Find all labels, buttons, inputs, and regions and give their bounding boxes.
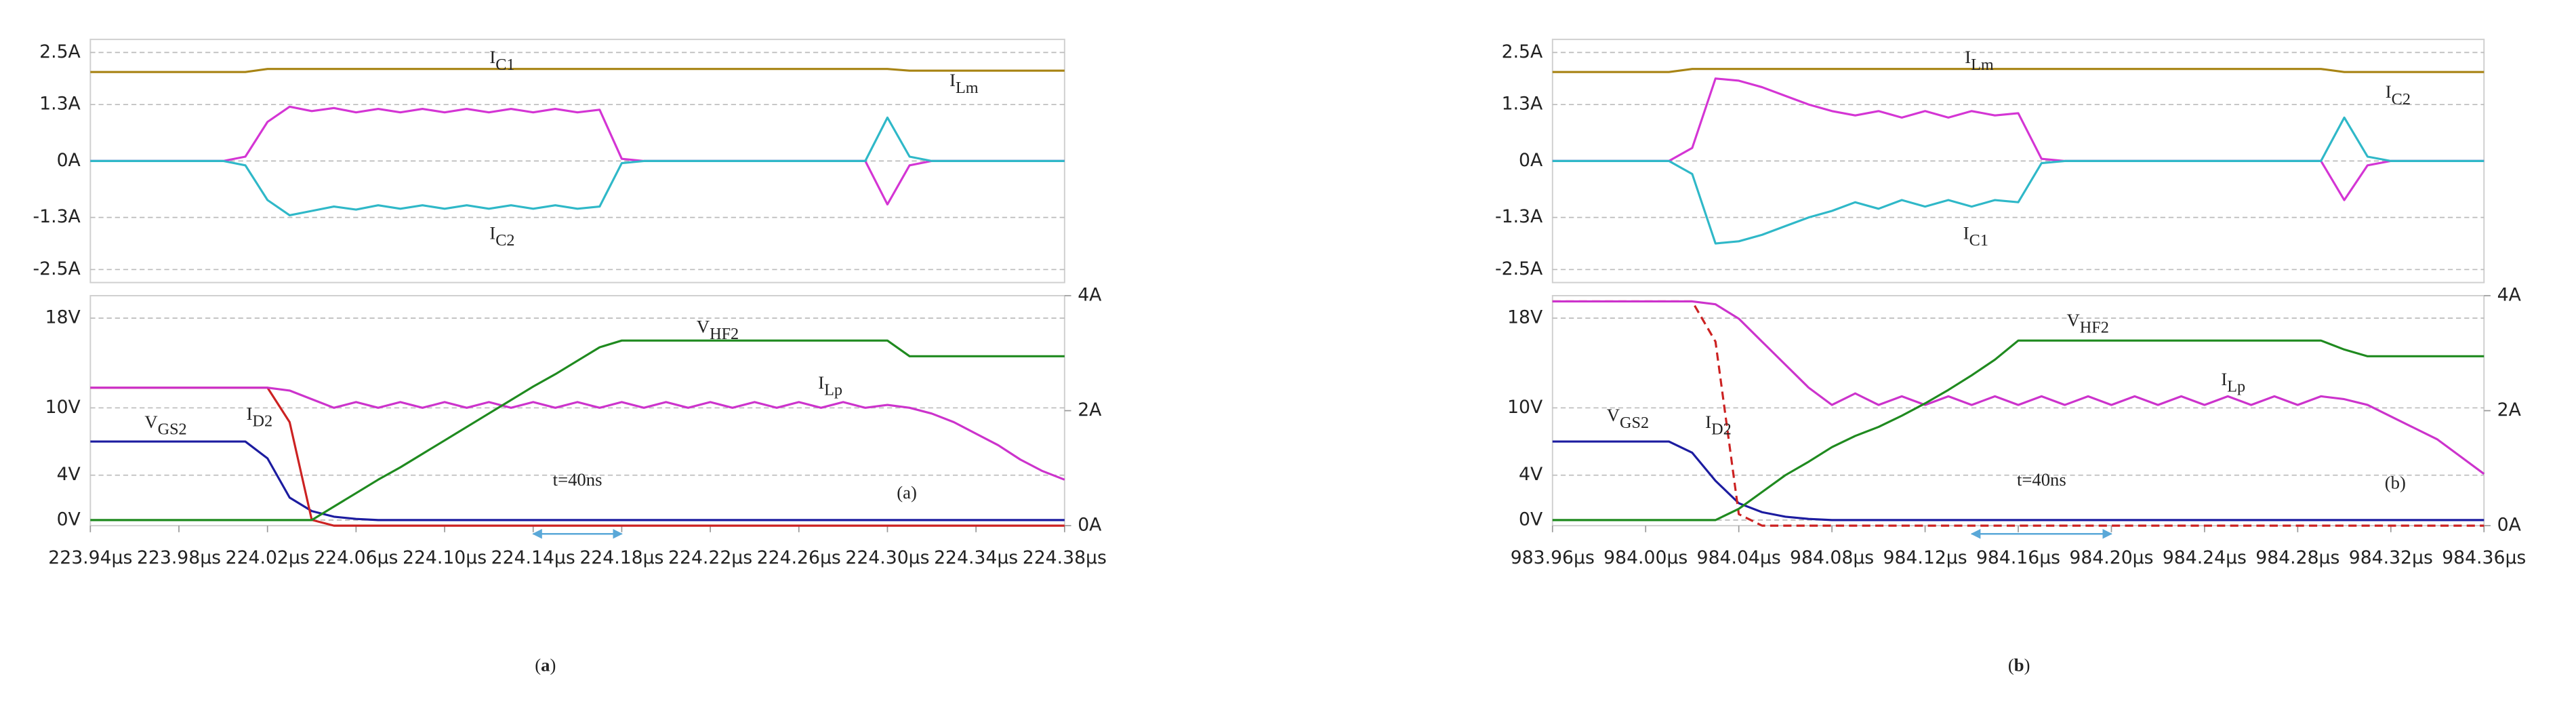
x-tick-label: 984.00µs [1603,547,1688,568]
x-tick-label: 223.98µs [137,547,221,568]
plot-frame [1551,295,2485,527]
x-tick-label: 224.18µs [579,547,663,568]
y-tick-label: 18V [1507,307,1542,328]
series-label: ILp [2221,369,2245,395]
series-line [1552,339,2485,522]
annotation: t=40ns [553,469,602,490]
x-tick-label: 984.20µs [2069,547,2153,568]
series-line [90,105,1065,205]
y-tick-label: 1.3A [39,94,81,115]
series-label: ID2 [247,404,272,430]
figure-caption: (a) [535,655,556,675]
series-line [90,68,1065,73]
series-line [1552,77,2485,201]
x-tick-label: 224.38µs [1023,547,1107,568]
x-tick-label: 223.94µs [48,547,132,568]
series-label: ILm [949,70,979,96]
x-tick-label: 984.16µs [1976,547,2060,568]
annotation: (a) [897,482,917,503]
y-tick-label: 2.5A [1502,41,1543,62]
y-tick-label: 4V [1519,464,1542,485]
x-tick-label: 984.32µs [2349,547,2433,568]
series-label: VGS2 [1607,405,1649,431]
series-line [1552,116,2485,245]
figure-caption: (b) [2008,655,2030,675]
series-label: VHF2 [2067,310,2109,336]
y-tick-label: -1.3A [33,206,81,227]
x-tick-label: 983.96µs [1511,547,1595,568]
x-tick-label: 984.08µs [1790,547,1874,568]
y-tick-label: -2.5A [33,258,81,279]
y-tick-label: 10V [1507,397,1542,418]
series-label: ILm [1965,47,1994,73]
x-tick-label: 224.06µs [314,547,398,568]
annotation: (b) [2385,473,2406,493]
y-tick-label: 2.5A [39,41,81,62]
y2-tick-label: 0A [1078,515,1101,536]
y-tick-label: 18V [45,307,81,328]
series-line [1552,300,2485,475]
x-tick-label: 224.10µs [403,547,487,568]
x-tick-label: 224.22µs [668,547,752,568]
x-tick-label: 224.14µs [491,547,575,568]
x-tick-label: 984.04µs [1697,547,1781,568]
series-line [90,116,1065,216]
series-label: IC1 [489,47,514,73]
series-line [90,387,1065,481]
series-label: IC1 [1963,223,1988,250]
series-line [1552,68,2485,73]
series-label: VHF2 [697,317,739,343]
y-tick-label: 0A [1519,150,1542,171]
series-label: ID2 [1705,412,1731,438]
x-tick-label: 984.36µs [2442,547,2526,568]
x-tick-label: 224.30µs [845,547,929,568]
y-tick-label: 10V [45,397,81,418]
y-tick-label: 0V [57,509,81,530]
y2-tick-label: 2A [2497,399,2521,420]
x-tick-label: 224.34µs [934,547,1018,568]
series-line [1552,300,2485,527]
annotation: t=40ns [2017,469,2066,490]
y2-tick-label: 4A [2497,285,2521,306]
series-label: IC2 [489,223,514,250]
series-label: ILp [818,372,842,399]
series-line [90,339,1065,522]
series-line [90,440,1065,522]
y2-tick-label: 2A [1078,399,1101,420]
y-tick-label: 4V [57,464,81,485]
x-tick-label: 224.02µs [226,547,310,568]
y2-tick-label: 0A [2497,515,2521,536]
y-tick-label: 1.3A [1502,94,1543,115]
series-line [1552,440,2485,522]
y-tick-label: 0V [1519,509,1542,530]
y2-tick-label: 4A [1078,285,1101,306]
y-tick-label: 0A [57,150,81,171]
x-tick-label: 984.12µs [1883,547,1967,568]
series-label: VGS2 [144,412,186,438]
x-tick-label: 224.26µs [757,547,841,568]
x-tick-label: 984.24µs [2163,547,2247,568]
y-tick-label: -2.5A [1495,258,1542,279]
x-tick-label: 984.28µs [2255,547,2339,568]
series-label: IC2 [2386,81,2411,108]
y-tick-label: -1.3A [1495,206,1542,227]
